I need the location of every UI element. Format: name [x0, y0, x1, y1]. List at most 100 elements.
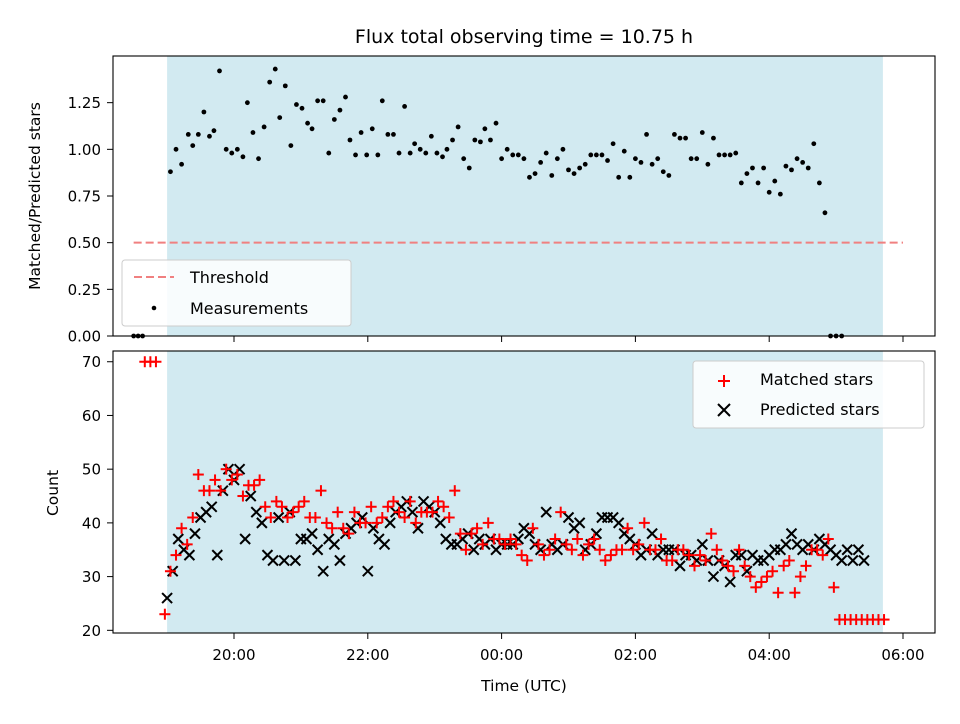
- matched-stars-point: [577, 549, 589, 561]
- measurement-point: [185, 132, 191, 137]
- measurement-point: [499, 156, 504, 162]
- ratio-y-axis-label: Matched/Predicted stars: [26, 102, 44, 290]
- measurement-point: [577, 165, 583, 171]
- predicted-stars-point: [362, 565, 374, 577]
- measurement-point: [560, 146, 566, 152]
- predicted-stars-point: [562, 511, 575, 524]
- matched-stars-point: [532, 538, 544, 550]
- matched-stars-point: [209, 474, 221, 486]
- measurement-point: [705, 161, 711, 167]
- measurement-point: [816, 180, 822, 186]
- measurement-point: [504, 146, 510, 152]
- predicted-stars-point: [233, 463, 246, 475]
- measurement-point: [549, 173, 555, 178]
- measurement-point: [211, 128, 217, 134]
- count-plot-frame: [112, 350, 936, 634]
- measurement-point: [444, 146, 450, 152]
- threshold-legend-label: Threshold: [189, 268, 269, 287]
- count-y-tick-label: 20: [82, 622, 101, 640]
- matched-stars-point: [566, 544, 578, 556]
- matched-stars-point: [789, 587, 801, 599]
- measurement-point: [190, 143, 196, 149]
- measurement-point: [337, 107, 343, 113]
- measurement-point: [396, 150, 402, 156]
- measurement-point: [822, 210, 828, 216]
- predicted-stars-point: [267, 554, 279, 567]
- matched-stars-point: [298, 495, 310, 507]
- measurement-point: [716, 152, 722, 158]
- measurement-point: [364, 152, 370, 158]
- predicted-stars-point: [724, 576, 736, 588]
- matched-stars-point: [343, 528, 355, 540]
- measurement-point: [385, 132, 391, 137]
- matched-stars-point: [739, 560, 751, 572]
- matched-stars-points: [139, 356, 890, 626]
- measurement-point: [488, 137, 493, 143]
- matched-stars-point: [187, 512, 199, 524]
- ratio-legend-box: [121, 259, 352, 327]
- matched-stars-point: [365, 501, 377, 513]
- matched-stars-point: [399, 512, 411, 524]
- matched-stars-point: [321, 517, 333, 529]
- measurement-point: [294, 102, 299, 107]
- predicted-stars-point: [412, 522, 424, 534]
- ratio-y-tick-label: 0.00: [68, 328, 101, 346]
- measurement-point: [277, 115, 283, 120]
- matched-stars-point: [549, 533, 561, 545]
- measurement-point: [234, 146, 240, 152]
- matched-stars-point: [538, 549, 550, 561]
- measurement-point: [605, 158, 610, 163]
- measurement-point: [811, 141, 817, 147]
- measurement-point: [472, 137, 478, 143]
- measurement-point: [627, 174, 633, 180]
- measurement-point: [369, 126, 375, 132]
- measurement-point: [482, 126, 488, 132]
- measurement-point: [201, 109, 207, 115]
- measurement-point: [305, 120, 310, 126]
- matched-stars-point: [482, 517, 494, 529]
- measurement-points: [131, 66, 845, 339]
- measurement-point: [644, 132, 649, 137]
- matched-stars-point: [822, 533, 834, 545]
- measurement-point: [353, 152, 358, 158]
- measurement-point: [347, 137, 353, 143]
- measurement-point: [527, 174, 532, 180]
- measurement-point: [343, 94, 348, 100]
- count-y-tick-label: 30: [82, 568, 101, 586]
- measurement-point: [478, 139, 483, 145]
- matched-stars-point: [376, 512, 388, 524]
- measurement-point: [638, 160, 644, 165]
- measurement-point: [761, 165, 767, 171]
- predicted-stars-point: [847, 554, 859, 567]
- measurement-point: [727, 152, 733, 158]
- count-panel: 20 30 40 50 60 70 20:00 22:00 00:00 02:00 04:00 06…: [44, 350, 936, 695]
- measurement-point: [621, 148, 627, 154]
- matched-stars-point: [683, 549, 695, 561]
- matched-stars-point: [499, 538, 511, 550]
- predicted-stars-point: [707, 570, 720, 583]
- matched-stars-point: [700, 554, 712, 566]
- measurement-point: [299, 105, 305, 111]
- ratio-y-tick-label: 1.00: [68, 141, 101, 159]
- matched-stars-point: [761, 571, 773, 583]
- x-axis-label: Time (UTC): [480, 677, 567, 695]
- matched-stars-point: [666, 554, 678, 566]
- matched-stars-point: [716, 554, 728, 566]
- matched-stars-point: [711, 544, 723, 556]
- measurement-point: [538, 160, 544, 165]
- measurement-point: [588, 152, 594, 158]
- matched-stars-point: [426, 506, 438, 518]
- measurement-point: [660, 169, 666, 175]
- predicted-stars-point: [245, 490, 257, 502]
- measurement-point: [417, 146, 423, 152]
- matched-stars-point: [460, 544, 472, 556]
- matched-stars-point: [276, 501, 288, 513]
- measurement-point: [407, 150, 413, 156]
- count-y-ticks: 20 30 40 50 60 70: [82, 353, 113, 640]
- matched-stars-point: [744, 571, 756, 583]
- measurement-point: [766, 189, 772, 195]
- matched-stars-point: [755, 576, 767, 588]
- matched-stars-point: [371, 517, 383, 529]
- measurement-point: [331, 117, 337, 122]
